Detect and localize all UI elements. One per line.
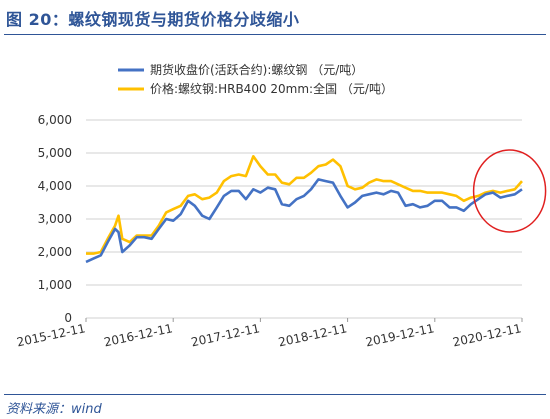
- series-line-futures: [85, 178, 523, 264]
- source-rule: [4, 394, 546, 395]
- chart-gridlines: [86, 119, 522, 319]
- x-tick-label: 2018-12-11: [277, 321, 348, 349]
- y-tick-label: 5,000: [38, 146, 72, 160]
- x-tick-label: 2019-12-11: [364, 321, 435, 349]
- y-tick-label: 2,000: [38, 245, 72, 259]
- y-tick-label: 0: [64, 311, 72, 325]
- y-axis: 0 1,000 2,000 3,000 4,000 5,000 6,000: [38, 113, 72, 325]
- x-tick-label: 2016-12-11: [103, 321, 174, 349]
- y-tick-label: 3,000: [38, 212, 72, 226]
- figure-title: 图 20：螺纹钢现货与期货价格分歧缩小: [6, 10, 300, 29]
- y-tick-label: 4,000: [38, 179, 72, 193]
- chart-legend: 期货收盘价(活跃合约):螺纹钢 （元/吨） 价格:螺纹钢:HRB400 20mm…: [118, 62, 393, 96]
- x-axis: 2015-12-11 2016-12-11 2017-12-11 2018-12-11…: [15, 318, 523, 349]
- x-tick-label: 2015-12-11: [15, 321, 86, 349]
- x-tick-label: 2017-12-11: [190, 321, 261, 349]
- chart-canvas: 期货收盘价(活跃合约):螺纹钢 （元/吨） 价格:螺纹钢:HRB400 20mm…: [15, 62, 547, 349]
- x-tick-label: 2020-12-11: [451, 321, 522, 349]
- y-tick-label: 6,000: [38, 113, 72, 127]
- legend-label-spot: 价格:螺纹钢:HRB400 20mm:全国 （元/吨）: [150, 81, 393, 96]
- series-line-spot: [86, 155, 523, 255]
- source-note: 资料来源：wind: [6, 402, 102, 417]
- title-rule: [4, 34, 546, 35]
- y-tick-label: 1,000: [38, 278, 72, 292]
- chart-series: [85, 155, 523, 264]
- legend-label-futures: 期货收盘价(活跃合约):螺纹钢 （元/吨）: [150, 62, 363, 77]
- highlight-circle: [472, 149, 547, 233]
